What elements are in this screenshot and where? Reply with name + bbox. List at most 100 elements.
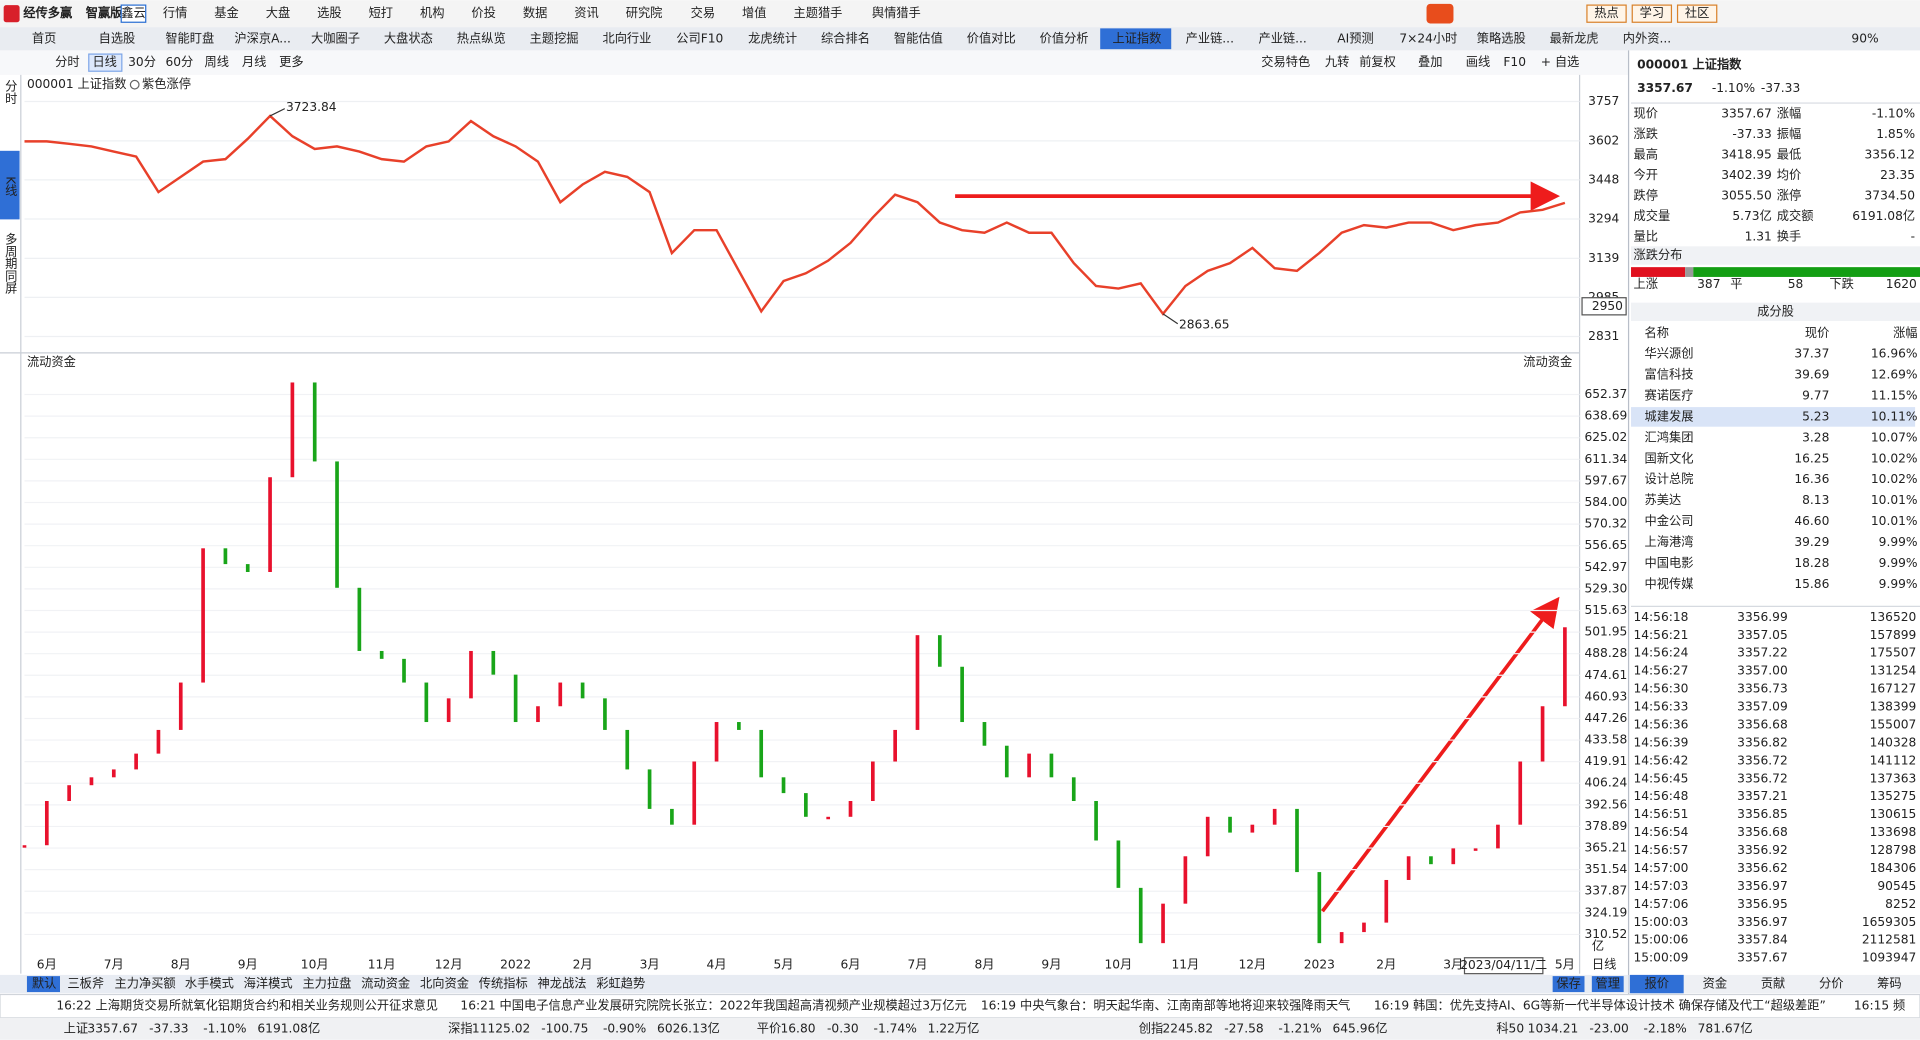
indicator-tab[interactable]: 传统指标	[479, 976, 528, 991]
tab[interactable]: 首页	[32, 31, 56, 45]
sidebar-tab[interactable]: K线	[3, 176, 17, 196]
indicator-tab[interactable]: 主力拉盘	[302, 976, 351, 991]
menu-item[interactable]: 主题猎手	[793, 6, 842, 20]
menu-item[interactable]: 研究院	[626, 5, 663, 20]
menu-item[interactable]: 增值	[742, 5, 766, 20]
tab[interactable]: 策略选股	[1477, 30, 1526, 45]
toolbar-button[interactable]: 九转	[1325, 54, 1349, 69]
indicator-tab[interactable]: 默认	[32, 976, 56, 991]
stock-name[interactable]: 华兴源创	[1644, 346, 1693, 361]
indicator-tab[interactable]: 神龙战法	[538, 977, 587, 991]
top-button[interactable]	[1631, 4, 1673, 23]
menu-item[interactable]: 选股	[317, 6, 341, 20]
tab[interactable]: 价值分析	[1040, 30, 1089, 45]
toolbar-button[interactable]: 交易特色	[1261, 54, 1310, 69]
tab[interactable]: 产业链...	[1258, 30, 1306, 45]
top-button[interactable]	[1586, 4, 1627, 23]
sidebar-tab[interactable]: 多周期同屏	[3, 233, 17, 295]
stock-name[interactable]: 中金公司	[1644, 513, 1693, 528]
toolbar-button[interactable]: 日线	[92, 55, 116, 69]
menu-item[interactable]: 交易	[691, 5, 715, 20]
tab[interactable]: 沪深京A...	[234, 31, 291, 45]
tab[interactable]: 智能估值	[894, 30, 943, 45]
stock-name[interactable]: 城建发展	[1644, 408, 1693, 423]
indicator-tab[interactable]: 北向资金	[420, 976, 469, 991]
tab[interactable]: 大咖圈子	[311, 30, 360, 45]
indicator-action-box[interactable]	[1591, 976, 1624, 993]
stock-name[interactable]: 中视传媒	[1644, 576, 1693, 591]
indicator-tab[interactable]: 海洋模式	[244, 976, 293, 991]
panel-tab[interactable]: 报价	[1644, 976, 1668, 991]
tab[interactable]: 产业链...	[1186, 30, 1234, 45]
news-item[interactable]: 16:21 中国电子信息产业发展研究院院长张立：2022年我国超高清视频产业规模…	[460, 998, 966, 1013]
tab[interactable]: 自选股	[99, 31, 136, 45]
toggle-icon[interactable]	[129, 79, 140, 90]
toolbar-button[interactable]: 月线	[242, 55, 266, 69]
panel-tab[interactable]: 贡献	[1761, 976, 1785, 991]
stock-name[interactable]: 富信科技	[1644, 367, 1693, 382]
toolbar-button[interactable]: 30分	[128, 55, 156, 69]
news-item[interactable]: 16:19 韩国：优先支持AI、6G等新一代半导体设计技术 确保存储及代工“超级…	[1374, 998, 1826, 1013]
indicator-tab[interactable]: 流动资金	[361, 976, 410, 991]
toolbar-button[interactable]: 叠加	[1418, 55, 1442, 69]
toolbar-button[interactable]: 分时	[55, 55, 79, 69]
top-button[interactable]	[1676, 4, 1718, 23]
top-button-label[interactable]: 社区	[1685, 5, 1709, 20]
tab[interactable]: 北向行业	[602, 30, 651, 45]
menu-item[interactable]: 行情	[163, 6, 187, 20]
news-item[interactable]: 16:19 中央气象台：明天起华南、江南南部等地将迎来较强降雨天气	[981, 998, 1350, 1013]
tab[interactable]: 价值对比	[967, 30, 1016, 45]
menu-item[interactable]: 资讯	[574, 6, 598, 20]
indicator-action-box[interactable]	[1552, 976, 1585, 993]
indicator-tab[interactable]: 彩虹趋势	[596, 977, 645, 991]
stock-name[interactable]: 汇鸿集团	[1644, 429, 1693, 444]
tab[interactable]: 上证指数	[1112, 30, 1161, 45]
menu-item[interactable]: 短打	[369, 6, 393, 20]
menu-item[interactable]: 舆情猎手	[872, 5, 921, 20]
tab[interactable]: 公司F10	[676, 31, 723, 45]
indicator-tab[interactable]: 主力净买额	[114, 977, 175, 991]
toolbar-button[interactable]: 周线	[204, 55, 228, 69]
stock-name[interactable]: 设计总院	[1644, 472, 1693, 486]
toolbar-button[interactable]: 60分	[165, 55, 193, 69]
stock-name[interactable]: 国新文化	[1644, 450, 1693, 465]
menu-item[interactable]: 数据	[523, 5, 547, 20]
toolbar-button[interactable]: F10	[1503, 55, 1526, 69]
flow-bar	[44, 801, 49, 846]
tab[interactable]: 7×24小时	[1399, 31, 1457, 45]
tab[interactable]: 热点纵览	[457, 30, 506, 45]
news-item[interactable]: 16:15 频	[1854, 999, 1905, 1013]
tab[interactable]: 智能盯盘	[165, 30, 214, 45]
toolbar-button[interactable]: 画线	[1466, 55, 1490, 69]
toolbar-button[interactable]: 更多	[279, 55, 303, 69]
tab[interactable]: 大盘状态	[384, 30, 433, 45]
tab[interactable]: 最新龙虎	[1550, 30, 1599, 45]
sidebar-tab[interactable]: 分时	[3, 80, 17, 105]
news-item[interactable]: 16:22 上海期货交易所就氧化铝期货合约和相关业务规则公开征求意见	[56, 998, 438, 1013]
panel-tab[interactable]: 筹码	[1877, 977, 1901, 991]
indicator-tab[interactable]: 三板斧	[67, 977, 104, 991]
flow-bar	[1496, 824, 1500, 849]
toolbar-button[interactable]: + 自选	[1541, 55, 1580, 69]
panel-tab[interactable]: 分价	[1819, 977, 1843, 991]
menu-item[interactable]: 机构	[420, 5, 444, 20]
indicator-action[interactable]: 管理	[1596, 976, 1620, 991]
stock-name[interactable]: 中国电影	[1644, 555, 1693, 570]
stock-name[interactable]: 苏美达	[1644, 492, 1681, 507]
menu-item[interactable]: 大盘	[266, 5, 290, 20]
toolbar-button[interactable]: 前复权	[1359, 54, 1396, 69]
tab[interactable]: AI预测	[1337, 31, 1373, 45]
tab[interactable]: 龙虎统计	[748, 31, 797, 45]
stock-name[interactable]: 赛诺医疗	[1644, 387, 1693, 402]
menu-item[interactable]: 基金	[214, 5, 238, 20]
stock-name[interactable]: 上海港湾	[1644, 534, 1693, 549]
menu-item[interactable]: 价投	[471, 5, 495, 20]
tab[interactable]: 主题挖掘	[530, 30, 579, 45]
top-button-label[interactable]: 热点	[1594, 6, 1618, 20]
tab[interactable]: 内外资...	[1623, 31, 1671, 45]
top-button-label[interactable]: 学习	[1640, 5, 1664, 20]
panel-tab[interactable]: 资金	[1703, 976, 1727, 991]
indicator-tab[interactable]: 水手模式	[185, 977, 234, 991]
indicator-action[interactable]: 保存	[1556, 977, 1580, 991]
tab[interactable]: 综合排名	[821, 30, 870, 45]
